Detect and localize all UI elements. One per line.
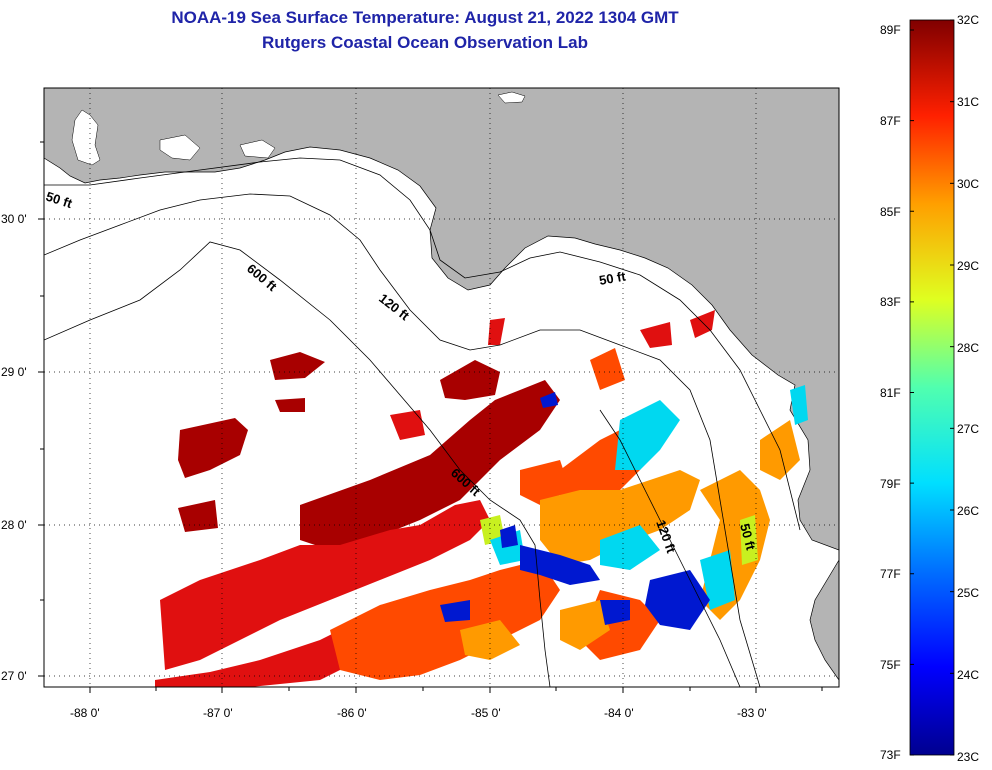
contour-600ft bbox=[44, 241, 551, 687]
lon-tick-label: -88 0' bbox=[70, 706, 100, 720]
colorbar-f-label: 75F bbox=[880, 658, 901, 672]
lat-tick-label: 27 0' bbox=[1, 669, 27, 683]
lat-tick-label: 30 0' bbox=[1, 212, 27, 226]
bay-pensacola bbox=[159, 134, 201, 161]
colorbar-f-label: 83F bbox=[880, 295, 901, 309]
map-subtitle: Rutgers Coastal Ocean Observation Lab bbox=[262, 33, 588, 52]
colorbar-c-label: 26C bbox=[957, 504, 980, 518]
bay-choctaw bbox=[239, 139, 276, 159]
colorbar-c-label: 24C bbox=[957, 668, 980, 682]
lon-tick-label: -85 0' bbox=[471, 706, 501, 720]
colorbar-f-label: 87F bbox=[880, 114, 901, 128]
lat-tick-label: 28 0' bbox=[1, 518, 27, 532]
sst-warm-31c bbox=[155, 310, 715, 687]
map-title: NOAA-19 Sea Surface Temperature: August … bbox=[171, 8, 679, 27]
colorbar-f-label: 73F bbox=[880, 748, 901, 762]
lat-tick-label: 29 0' bbox=[1, 365, 27, 379]
contour-120ft bbox=[44, 193, 761, 687]
bay-panhandle bbox=[71, 109, 101, 166]
colorbar-c-label: 32C bbox=[957, 13, 980, 27]
colorbar-c-label: 23C bbox=[957, 750, 980, 764]
colorbar-f-label: 79F bbox=[880, 477, 901, 491]
frame-ticks bbox=[38, 141, 823, 693]
lon-tick-label: -87 0' bbox=[203, 706, 233, 720]
colorbar-c-label: 28C bbox=[957, 341, 980, 355]
contour-label: 50 ft bbox=[598, 268, 628, 288]
colorbar-c-label: 30C bbox=[957, 177, 980, 191]
colorbar-f-label: 81F bbox=[880, 386, 901, 400]
map-frame bbox=[43, 87, 840, 688]
contour-120ft-inner bbox=[599, 409, 741, 687]
colorbar-c-label: 25C bbox=[957, 586, 980, 600]
lon-tick-label: -86 0' bbox=[337, 706, 367, 720]
lon-tick-label: -84 0' bbox=[604, 706, 634, 720]
lon-tick-label: -83 0' bbox=[737, 706, 767, 720]
sst-warm-32c bbox=[178, 352, 560, 550]
colorbar-f-label: 77F bbox=[880, 567, 901, 581]
colorbar bbox=[909, 19, 955, 756]
land-florida bbox=[44, 88, 839, 687]
sst-cold-24c bbox=[440, 392, 710, 630]
contour-lines bbox=[44, 157, 801, 687]
contour-label: 50 ft bbox=[737, 522, 759, 552]
colorbar-c-label: 31C bbox=[957, 95, 980, 109]
colorbar-c-label: 29C bbox=[957, 259, 980, 273]
sst-cool-26c bbox=[490, 385, 808, 610]
colorbar-c-label: 27C bbox=[957, 422, 980, 436]
lake-okeechobee bbox=[497, 91, 526, 104]
contour-50ft-panhandle bbox=[44, 157, 801, 531]
colorbar-f-label: 89F bbox=[880, 23, 901, 37]
colorbar-f-label: 85F bbox=[880, 205, 901, 219]
